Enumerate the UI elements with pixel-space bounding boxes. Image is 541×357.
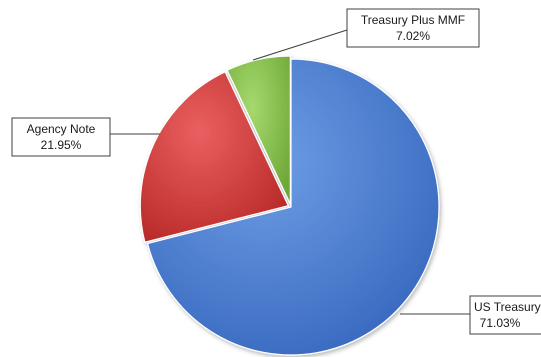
slice-agency-note [139,71,290,243]
callout-box-agency-note [11,117,111,157]
leader-line-treasury-plus-mmf [252,29,348,61]
slice-label-agency-note: Agency Note [27,122,96,136]
slice-label-treasury-plus-mmf: Treasury Plus MMF [361,13,465,27]
slice-percent-treasury-plus-mmf: 7.02% [396,29,430,43]
callout-box-treasury-plus-mmf [346,8,480,48]
slice-label-us-treasury: US Treasury [474,300,541,314]
pie-slices [139,55,440,356]
slice-percent-agency-note: 21.95% [41,138,82,152]
callout-us-treasury: US Treasury 71.03% [400,295,541,335]
callout-agency-note: Agency Note 21.95% [11,117,160,157]
callout-box-us-treasury [469,295,541,335]
slice-treasury-plus-mmf [226,55,291,205]
slice-us-treasury [146,58,440,356]
slice-percent-us-treasury: 71.03% [480,316,521,330]
callout-treasury-plus-mmf: Treasury Plus MMF 7.02% [252,8,480,61]
